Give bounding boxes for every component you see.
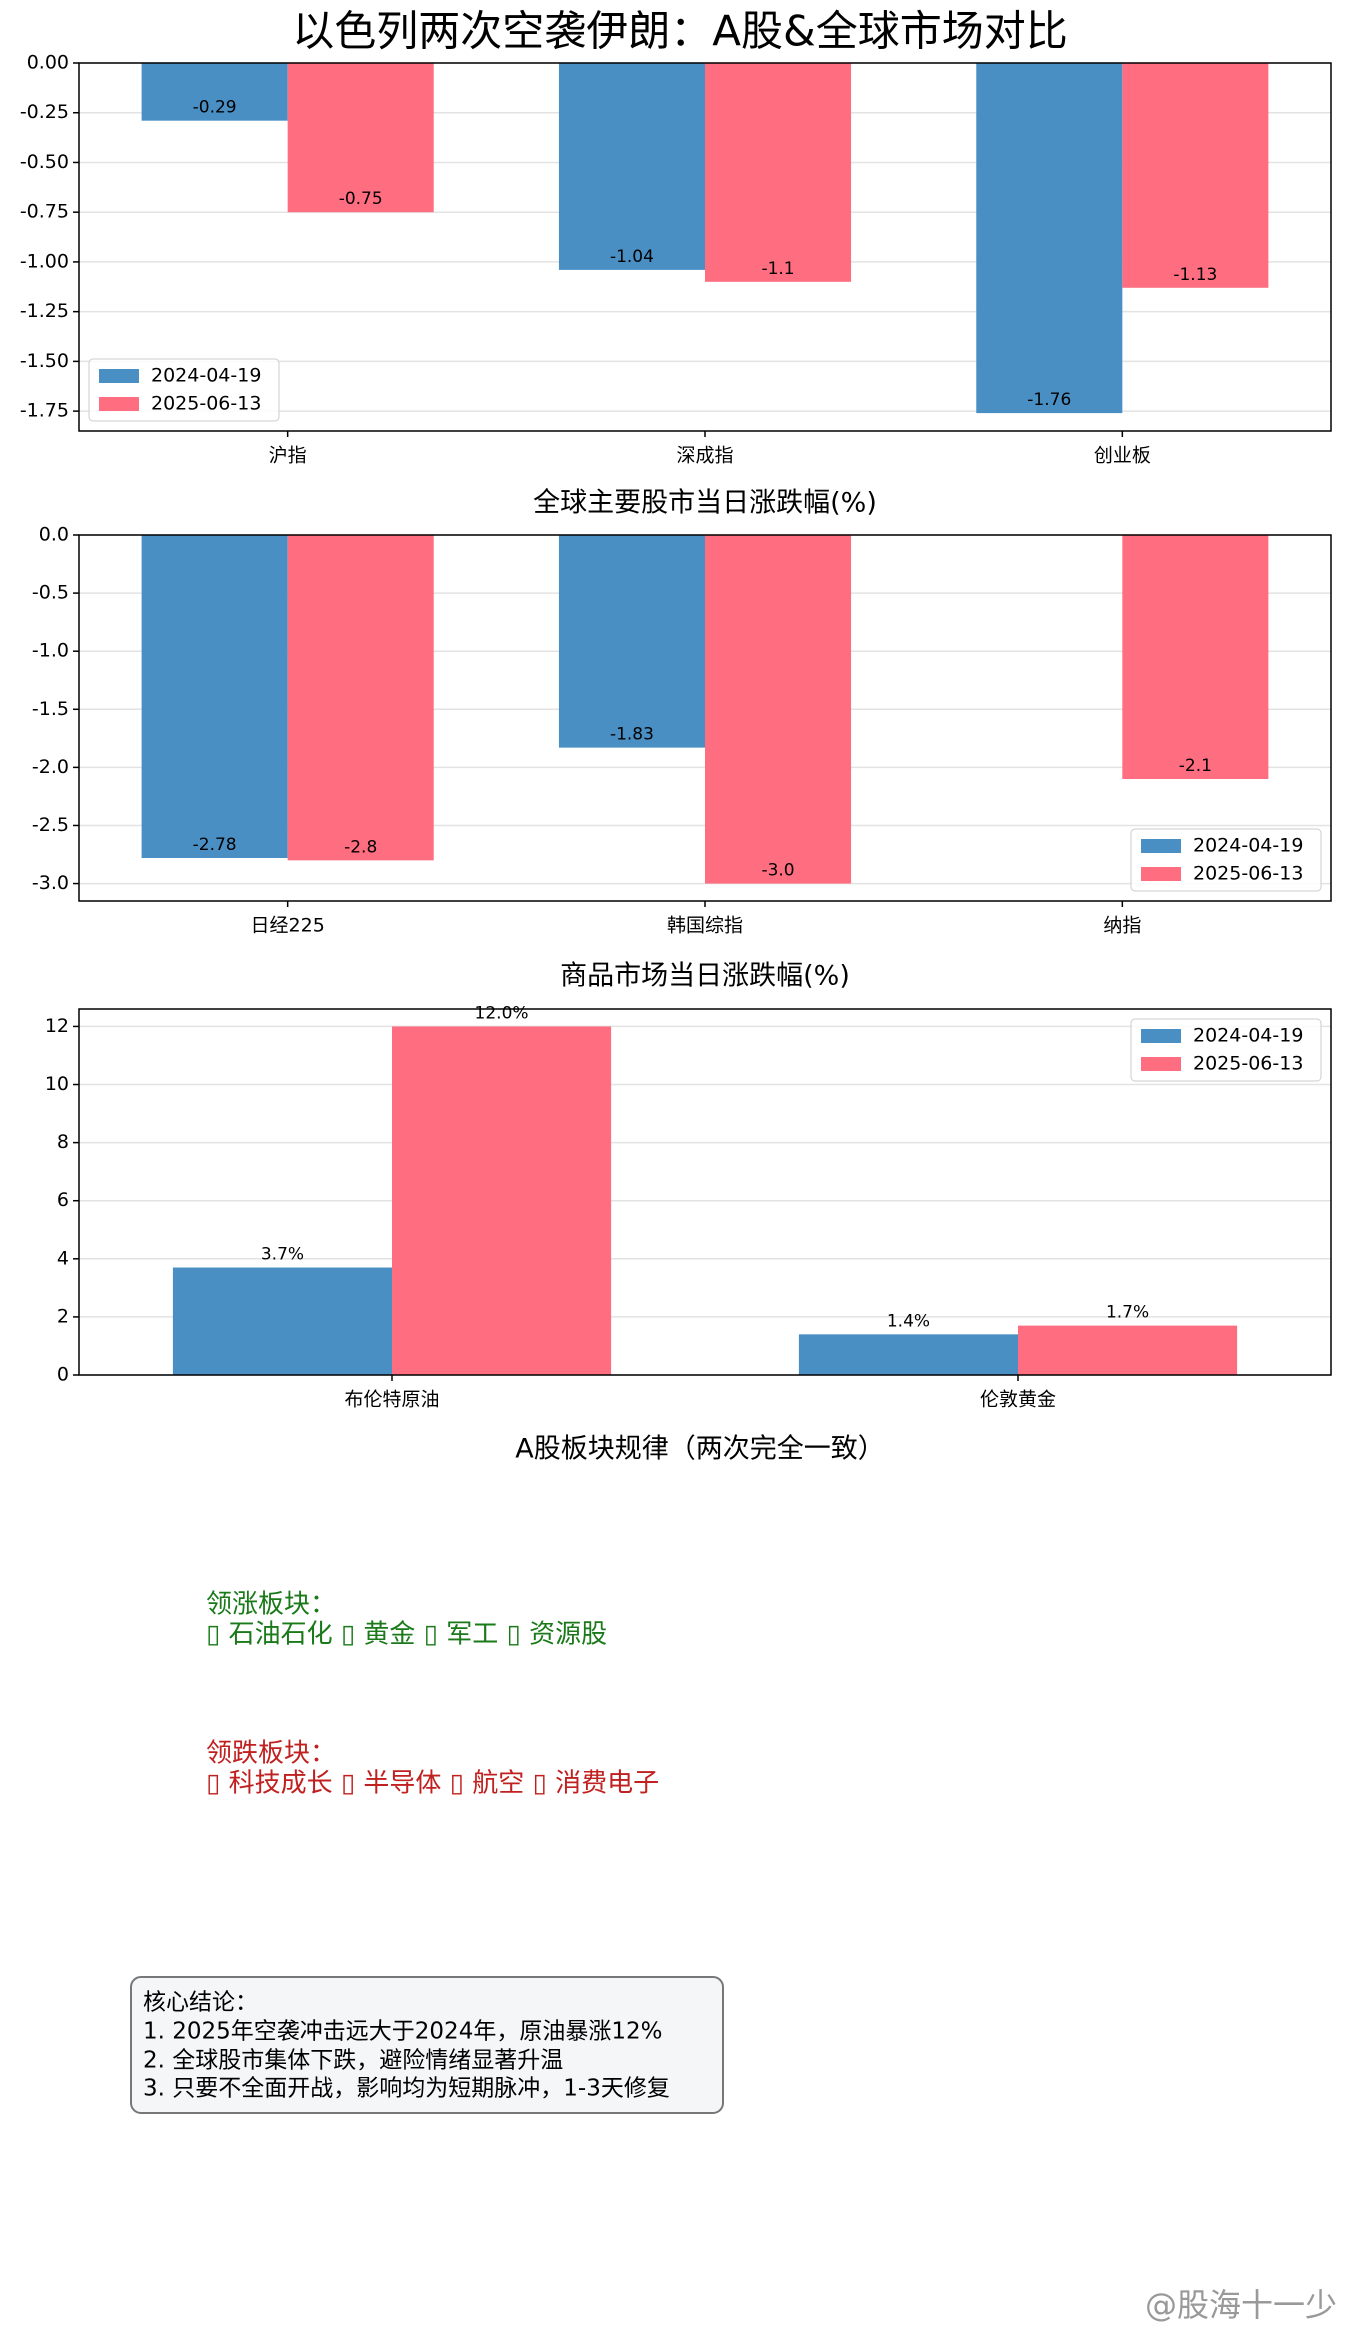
- x-tick-label: 韩国综指: [667, 915, 743, 937]
- y-tick-label: 10: [45, 1073, 69, 1095]
- legend-swatch: [1141, 867, 1181, 881]
- legend-label: 2025-06-13: [151, 393, 261, 415]
- x-tick-label: 沪指: [269, 445, 307, 467]
- bar: [798, 1334, 1018, 1375]
- plot-frame: [78, 1008, 1332, 1376]
- data-label: -1.83: [610, 725, 654, 745]
- fall-label: 领跌板块：: [206, 1739, 336, 1769]
- legend-swatch: [1141, 1029, 1181, 1043]
- y-tick-label: -2.5: [32, 814, 69, 836]
- data-label: -1.76: [1027, 390, 1071, 410]
- data-label: -0.75: [339, 189, 383, 209]
- data-label: 12.0%: [475, 1003, 529, 1023]
- legend-label: 2024-04-19: [1193, 1025, 1303, 1047]
- y-tick-label: 6: [57, 1189, 69, 1211]
- y-tick-label: 4: [57, 1247, 69, 1269]
- y-tick-label: 0.0: [39, 524, 69, 546]
- bar: [558, 63, 705, 270]
- y-tick-label: 8: [57, 1131, 69, 1153]
- plot-frame: [78, 534, 1332, 902]
- legend-label: 2025-06-13: [1193, 863, 1303, 885]
- bar: [287, 63, 434, 213]
- y-tick-label: -3.0: [32, 872, 69, 894]
- data-label: 1.4%: [887, 1311, 930, 1331]
- bar: [705, 63, 852, 282]
- y-tick-label: 0: [57, 1364, 69, 1386]
- data-label: -0.29: [193, 98, 237, 118]
- y-tick-label: -0.25: [20, 101, 69, 123]
- legend-swatch: [1141, 839, 1181, 853]
- bar: [1018, 1325, 1238, 1375]
- data-label: -3.0: [761, 861, 794, 881]
- y-tick-label: 12: [45, 1015, 69, 1037]
- data-label: -2.78: [193, 835, 237, 855]
- legend-label: 2024-04-19: [151, 365, 261, 387]
- x-tick-label: 纳指: [1103, 915, 1141, 937]
- bar: [392, 1026, 612, 1375]
- bar: [976, 63, 1123, 414]
- data-label: -1.04: [610, 247, 654, 267]
- rise-items: ▯ 石油石化 ▯ 黄金 ▯ 军工 ▯ 资源股: [206, 1620, 607, 1650]
- x-tick-label: 深成指: [676, 445, 733, 467]
- conclusion-title: 核心结论：: [143, 1990, 258, 2016]
- y-tick-label: -1.5: [32, 698, 69, 720]
- rise-label: 领涨板块：: [206, 1590, 336, 1620]
- bar: [172, 1267, 392, 1375]
- bar: [141, 535, 288, 859]
- legend-label: 2025-06-13: [1193, 1053, 1303, 1075]
- y-tick-label: -1.00: [20, 250, 69, 272]
- y-tick-label: -1.50: [20, 350, 69, 372]
- bar: [558, 535, 705, 748]
- conclusion-box: [130, 1976, 724, 2114]
- bar: [141, 63, 288, 121]
- legend-label: 2024-04-19: [1193, 835, 1303, 857]
- data-label: 3.7%: [261, 1245, 304, 1265]
- y-tick-label: -0.5: [32, 582, 69, 604]
- x-tick-label: 日经225: [251, 915, 325, 937]
- main-title: 以色列两次空袭伊朗：A股&全球市场对比: [292, 7, 1067, 56]
- conclusion-line: 2. 全球股市集体下跌，避险情绪显著升温: [143, 2048, 563, 2074]
- section-title: A股板块规律（两次完全一致）: [515, 1434, 884, 1465]
- data-label: -2.8: [344, 837, 377, 857]
- x-tick-label: 创业板: [1094, 445, 1151, 467]
- conclusion-line: 1. 2025年空袭冲击远大于2024年，原油暴涨12%: [143, 2019, 662, 2045]
- y-tick-label: -0.75: [20, 201, 69, 223]
- y-tick-label: -1.25: [20, 300, 69, 322]
- y-tick-label: -1.75: [20, 400, 69, 422]
- x-tick-label: 伦敦黄金: [980, 1389, 1056, 1411]
- bar: [1122, 63, 1269, 288]
- watermark: @股海十一少: [1145, 2286, 1337, 2324]
- chart-title: 全球主要股市当日涨跌幅(%): [533, 488, 877, 519]
- legend-swatch: [1141, 1057, 1181, 1071]
- data-label: -2.1: [1179, 756, 1212, 776]
- legend-swatch: [99, 369, 139, 383]
- chart-title: 商品市场当日涨跌幅(%): [560, 961, 850, 992]
- y-tick-label: -1.0: [32, 640, 69, 662]
- conclusion-line: 3. 只要不全面开战，影响均为短期脉冲，1-3天修复: [143, 2076, 670, 2102]
- bar: [287, 535, 434, 861]
- legend-swatch: [99, 397, 139, 411]
- bar: [705, 535, 852, 884]
- bar: [1122, 535, 1269, 779]
- data-label: -1.13: [1173, 265, 1217, 285]
- data-label: -1.1: [761, 259, 794, 279]
- plot-frame: [78, 62, 1332, 432]
- y-tick-label: -0.50: [20, 151, 69, 173]
- x-tick-label: 布伦特原油: [344, 1389, 439, 1411]
- y-tick-label: 0.00: [27, 52, 69, 74]
- y-tick-label: 2: [57, 1305, 69, 1327]
- y-tick-label: -2.0: [32, 756, 69, 778]
- fall-items: ▯ 科技成长 ▯ 半导体 ▯ 航空 ▯ 消费电子: [206, 1769, 659, 1799]
- data-label: 1.7%: [1106, 1303, 1149, 1323]
